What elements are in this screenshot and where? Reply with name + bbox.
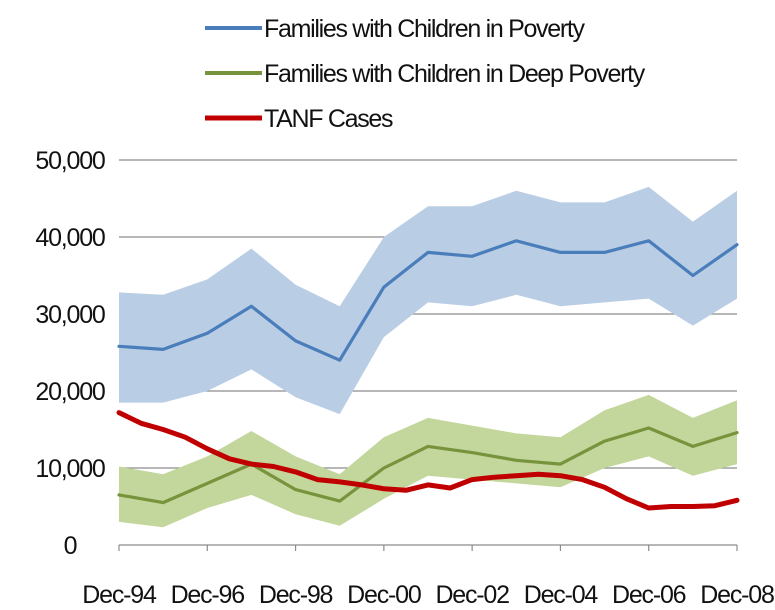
legend-label-tanf: TANF Cases	[264, 105, 393, 133]
x-tick-label-1: Dec-96	[171, 581, 245, 609]
legend-item-tanf: TANF Cases	[205, 105, 394, 133]
legend-label-deep-poverty: Families with Children in Deep Poverty	[264, 60, 646, 88]
x-tick-label-6: Dec-06	[612, 581, 686, 609]
x-tick-label-5: Dec-04	[524, 581, 599, 609]
line-series-2	[116, 410, 740, 511]
x-tick-label-4: Dec-02	[435, 581, 509, 609]
line-series-1	[117, 426, 739, 505]
y-tick-label-20000: 20,000	[35, 378, 105, 406]
y-tick-label-30000: 30,000	[35, 301, 105, 329]
y-tick-label-40000: 40,000	[35, 224, 105, 252]
series-lines	[116, 239, 740, 511]
legend-item-deep-poverty: Families with Children in Deep Poverty	[205, 60, 647, 88]
band-series-0	[119, 186, 737, 415]
x-tick-label-3: Dec-00	[347, 581, 421, 609]
x-tick-label-7: Dec-08	[700, 581, 774, 609]
legend-label-poverty: Families with Children in Poverty	[264, 15, 586, 43]
legend-item-poverty: Families with Children in Poverty	[205, 15, 587, 43]
band-series-1	[119, 394, 737, 528]
legend: Families with Children in Poverty Famili…	[205, 15, 647, 133]
y-tick-label-10000: 10,000	[35, 455, 105, 483]
axes	[118, 544, 738, 551]
line-series-0	[117, 239, 739, 362]
x-tick-labels: Dec-94 Dec-96 Dec-98 Dec-00 Dec-02 Dec-04 Dec-…	[82, 581, 775, 609]
y-tick-label-50000: 50,000	[35, 147, 105, 175]
y-tick-label-0: 0	[64, 532, 77, 560]
confidence-bands	[119, 186, 737, 528]
x-tick-label-0: Dec-94	[82, 581, 157, 609]
y-tick-labels: 0 10,000 20,000 30,000 40,000 50,000	[35, 147, 106, 560]
x-tick-label-2: Dec-98	[259, 581, 333, 609]
